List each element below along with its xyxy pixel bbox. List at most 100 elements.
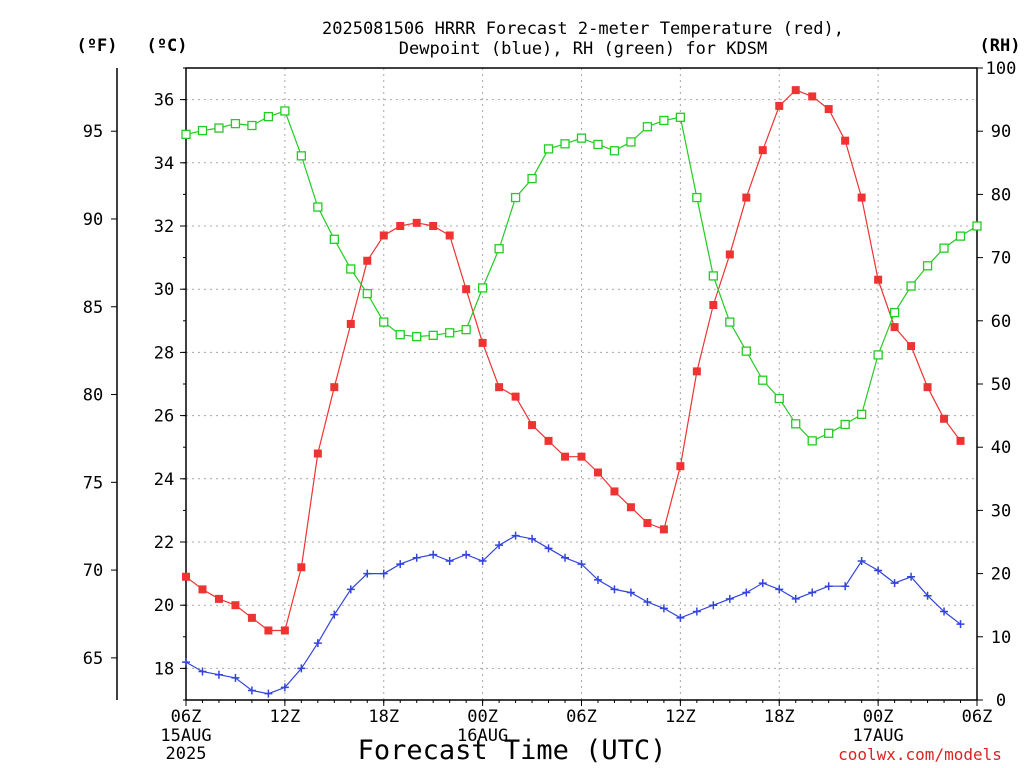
temperature-point-21 xyxy=(528,421,537,430)
dewpoint-point-21 xyxy=(528,534,537,543)
rh-point-38 xyxy=(807,436,817,446)
temperature-point-9 xyxy=(330,383,339,392)
temperature-point-4 xyxy=(247,613,256,622)
rh-series xyxy=(181,106,982,446)
rh-point-46 xyxy=(939,243,949,253)
temperature-series xyxy=(182,86,965,635)
dewpoint-point-20 xyxy=(511,531,520,540)
rh-unit-label: (RH) xyxy=(980,36,1021,56)
rh-tick-label-10: 100 xyxy=(986,59,1017,79)
fahrenheit-tick-label-1: 70 xyxy=(83,561,103,581)
fahrenheit-unit-label: (ºF) xyxy=(77,36,118,56)
rh-point-40 xyxy=(840,419,850,430)
celsius-tick-label-4: 26 xyxy=(154,407,174,427)
rh-point-14 xyxy=(412,331,422,342)
dewpoint-point-43 xyxy=(890,579,899,588)
temperature-point-47 xyxy=(956,436,965,445)
temperature-point-20 xyxy=(511,392,520,401)
rh-point-28 xyxy=(642,122,653,132)
temperature-point-14 xyxy=(412,218,421,227)
temperature-point-2 xyxy=(214,594,223,603)
temperature-point-28 xyxy=(643,519,652,528)
dewpoint-point-33 xyxy=(725,594,734,603)
rh-point-41 xyxy=(856,409,867,419)
temperature-point-39 xyxy=(824,105,833,114)
temperature-point-8 xyxy=(313,449,322,458)
rh-point-5 xyxy=(263,112,274,122)
celsius-tick-label-0: 18 xyxy=(154,659,174,679)
celsius-tick-label-2: 22 xyxy=(154,533,174,553)
dewpoint-point-27 xyxy=(626,588,635,597)
dewpoint-point-15 xyxy=(429,550,438,559)
temperature-point-17 xyxy=(462,285,471,294)
rh-point-9 xyxy=(329,234,339,244)
dewpoint-point-39 xyxy=(824,582,833,591)
fahrenheit-tick-label-0: 65 xyxy=(83,649,103,669)
rh-point-20 xyxy=(510,192,521,203)
rh-point-30 xyxy=(675,112,686,122)
temperature-point-40 xyxy=(841,136,850,145)
rh-point-43 xyxy=(889,307,900,318)
dewpoint-point-17 xyxy=(462,550,471,559)
x-tick-label-4: 06Z xyxy=(566,707,597,727)
fahrenheit-tick-label-2: 75 xyxy=(83,473,103,493)
dewpoint-point-1 xyxy=(198,667,207,676)
rh-point-34 xyxy=(741,346,751,356)
rh-point-16 xyxy=(445,328,455,338)
rh-point-24 xyxy=(576,133,587,143)
temperature-point-29 xyxy=(659,525,668,534)
data-series xyxy=(181,86,982,698)
x-tick-label-3: 00Z xyxy=(467,707,498,727)
x-tick-label-0: 06Z xyxy=(171,707,202,727)
temperature-point-35 xyxy=(758,146,767,155)
temperature-point-22 xyxy=(544,436,553,445)
temperature-point-46 xyxy=(940,414,949,423)
x-year-label-0: 2025 xyxy=(166,744,207,764)
rh-tick-label-2: 20 xyxy=(991,565,1011,585)
x-tick-label-2: 18Z xyxy=(368,707,399,727)
dewpoint-point-10 xyxy=(346,585,355,594)
dewpoint-point-45 xyxy=(923,591,932,600)
dewpoint-point-13 xyxy=(396,560,405,569)
rh-point-25 xyxy=(593,139,603,150)
dewpoint-point-9 xyxy=(330,610,339,619)
x-axis-label: Forecast Time (UTC) xyxy=(358,735,667,766)
dewpoint-point-5 xyxy=(264,689,273,698)
temperature-point-1 xyxy=(198,585,207,594)
x-tick-label-6: 18Z xyxy=(764,707,795,727)
dewpoint-point-34 xyxy=(742,588,751,597)
celsius-tick-label-8: 34 xyxy=(154,154,174,174)
rh-tick-label-8: 80 xyxy=(991,185,1011,205)
temperature-point-10 xyxy=(346,319,355,328)
temperature-point-24 xyxy=(577,452,586,461)
rh-point-29 xyxy=(659,115,669,126)
temperature-point-6 xyxy=(280,626,289,635)
temperature-point-30 xyxy=(676,462,685,471)
temperature-point-37 xyxy=(791,86,800,95)
dewpoint-point-25 xyxy=(593,575,602,584)
temperature-point-7 xyxy=(297,563,306,572)
rh-point-21 xyxy=(527,173,537,184)
rh-tick-label-6: 60 xyxy=(991,312,1011,332)
dewpoint-point-22 xyxy=(544,544,553,553)
dewpoint-point-29 xyxy=(659,604,668,613)
dewpoint-point-31 xyxy=(692,607,701,616)
rh-point-33 xyxy=(725,317,735,327)
fahrenheit-tick-label-4: 85 xyxy=(83,298,103,318)
temperature-point-18 xyxy=(478,338,487,347)
rh-point-15 xyxy=(428,330,438,340)
dewpoint-point-36 xyxy=(775,585,784,594)
axes xyxy=(111,67,983,706)
temperature-point-26 xyxy=(610,487,619,496)
rh-tick-label-0: 0 xyxy=(996,691,1006,711)
rh-point-37 xyxy=(791,419,801,429)
grid-lines xyxy=(186,68,977,700)
temperature-line xyxy=(185,89,961,632)
dewpoint-point-6 xyxy=(280,683,289,692)
temperature-point-38 xyxy=(808,92,817,101)
x-date-label-3: 16AUG xyxy=(457,726,508,746)
rh-point-13 xyxy=(395,330,405,340)
dewpoint-point-44 xyxy=(907,572,916,581)
rh-point-44 xyxy=(906,281,916,291)
dewpoint-point-47 xyxy=(956,620,965,629)
